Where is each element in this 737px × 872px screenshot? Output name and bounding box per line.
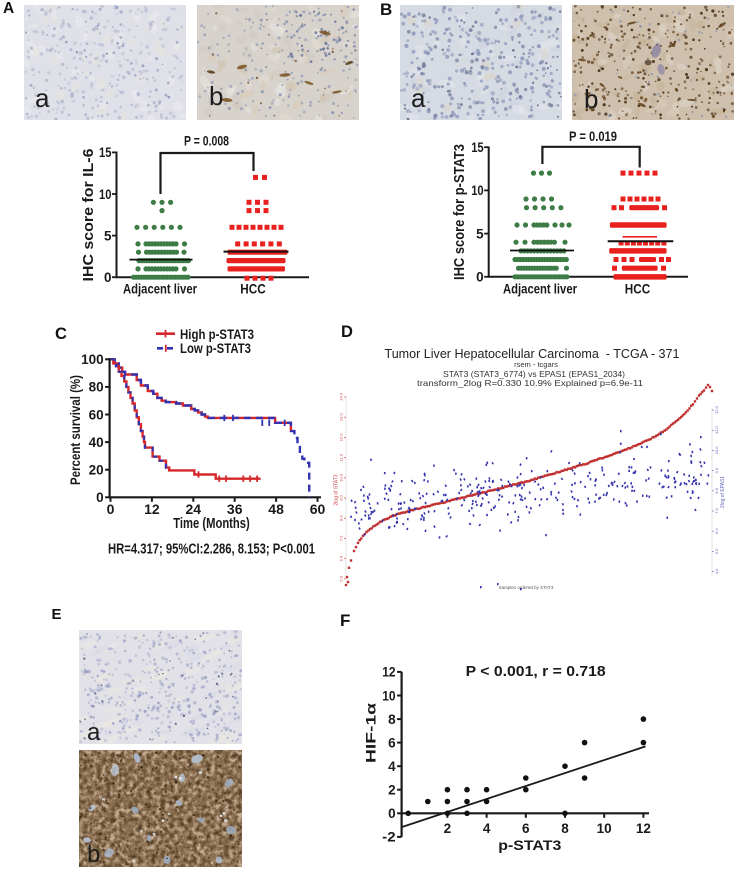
svg-text:6: 6 [388,735,396,750]
svg-text:0: 0 [388,806,396,821]
svg-text:100: 100 [81,352,104,367]
svg-text:10.0: 10.0 [714,446,719,455]
svg-text:12.0: 12.0 [714,405,719,414]
svg-text:HIF-1α: HIF-1α [363,702,379,763]
svg-text:a: a [35,83,50,113]
svg-text:40: 40 [89,435,104,450]
svg-text:0: 0 [104,270,112,285]
svg-text:HCC: HCC [240,281,265,297]
svg-text:14.0: 14.0 [339,392,344,401]
svg-text:80: 80 [89,380,104,395]
svg-text:10: 10 [597,821,612,836]
svg-text:4: 4 [388,759,396,774]
svg-text:a: a [411,83,426,113]
svg-text:7.0: 7.0 [714,507,719,513]
svg-text:IHC score for IL-6: IHC score for IL-6 [81,149,97,282]
svg-text:48: 48 [268,501,284,517]
svg-text:0: 0 [476,270,484,285]
svg-text:9.0: 9.0 [339,494,344,500]
svg-text:Low p-STAT3: Low p-STAT3 [180,340,251,356]
svg-text:STAT3 (STAT3_6774) vs EPAS1 (E: STAT3 (STAT3_6774) vs EPAS1 (EPAS1_2034) [443,369,625,379]
svg-text:2log of STAT3: 2log of STAT3 [334,474,340,505]
svg-text:5: 5 [104,228,112,243]
svg-text:Time (Months): Time (Months) [173,516,250,532]
svg-text:60: 60 [89,407,104,422]
svg-text:0: 0 [107,501,115,517]
svg-text:8.0: 8.0 [339,515,344,521]
svg-text:36: 36 [227,501,243,517]
svg-text:9.0: 9.0 [714,467,719,473]
svg-text:6.0: 6.0 [714,528,719,534]
svg-text:2: 2 [388,783,396,798]
svg-text:p-STAT3: p-STAT3 [498,837,561,853]
svg-text:8: 8 [561,821,569,836]
svg-text:rsem - tcgars: rsem - tcgars [514,360,558,369]
svg-text:11.0: 11.0 [714,426,719,434]
svg-text:8: 8 [388,712,396,727]
svg-text:Adjacent liver: Adjacent liver [123,281,197,297]
svg-text:b: b [87,841,100,867]
svg-text:b: b [584,84,598,114]
svg-text:P = 0.008: P = 0.008 [184,133,229,149]
svg-text:8.0: 8.0 [714,487,719,493]
svg-text:HR=4.317; 95%CI:2.286, 8.153;: HR=4.317; 95%CI:2.286, 8.153; P<0.001 [108,542,315,558]
svg-text:-2: -2 [382,830,395,845]
svg-text:0: 0 [96,490,104,505]
svg-text:12: 12 [382,665,395,680]
svg-text:10: 10 [99,187,112,202]
svg-text:Tumor Liver Hepatocellular Car: Tumor Liver Hepatocellular Carcinoma - T… [385,346,680,361]
svg-text:2log of EPAS1: 2log of EPAS1 [720,476,726,508]
svg-text:12.0: 12.0 [339,433,344,442]
svg-text:4.0: 4.0 [714,568,719,574]
svg-text:transform_2log R=0.330 10.9% E: transform_2log R=0.330 10.9% Explained p… [417,378,643,388]
svg-text:60: 60 [310,501,326,517]
svg-text:12: 12 [144,501,160,517]
svg-text:5.0: 5.0 [714,548,719,554]
svg-text:a: a [87,719,101,744]
svg-text:10.0: 10.0 [339,473,344,482]
svg-text:5: 5 [476,226,484,241]
svg-text:P < 0.001, r = 0.718: P < 0.001, r = 0.718 [466,664,606,680]
svg-text:5.0: 5.0 [339,575,344,581]
svg-text:IHC score for p-STAT3: IHC score for p-STAT3 [452,144,468,280]
svg-text:10: 10 [471,183,484,198]
svg-text:2: 2 [444,821,452,836]
svg-text:15: 15 [471,140,484,155]
svg-text:24: 24 [186,501,202,517]
svg-text:4: 4 [483,821,491,836]
svg-text:6.0: 6.0 [339,555,344,561]
svg-text:P = 0.019: P = 0.019 [569,128,617,144]
svg-text:7.0: 7.0 [339,535,344,541]
svg-text:Percent survival (%): Percent survival (%) [67,375,83,485]
svg-text:11.0: 11.0 [339,453,344,461]
svg-text:b: b [209,81,223,111]
svg-text:15: 15 [99,145,112,160]
svg-text:Adjacent liver: Adjacent liver [503,281,577,297]
svg-text:12: 12 [636,821,651,836]
svg-text:HCC: HCC [625,281,650,297]
svg-text:10: 10 [382,688,395,703]
svg-text:High p-STAT3: High p-STAT3 [180,326,254,342]
svg-text:6: 6 [522,821,530,836]
svg-text:13.0: 13.0 [339,413,344,422]
svg-text:20: 20 [89,463,104,478]
svg-text:Samples ordered by STAT3: Samples ordered by STAT3 [499,585,554,590]
